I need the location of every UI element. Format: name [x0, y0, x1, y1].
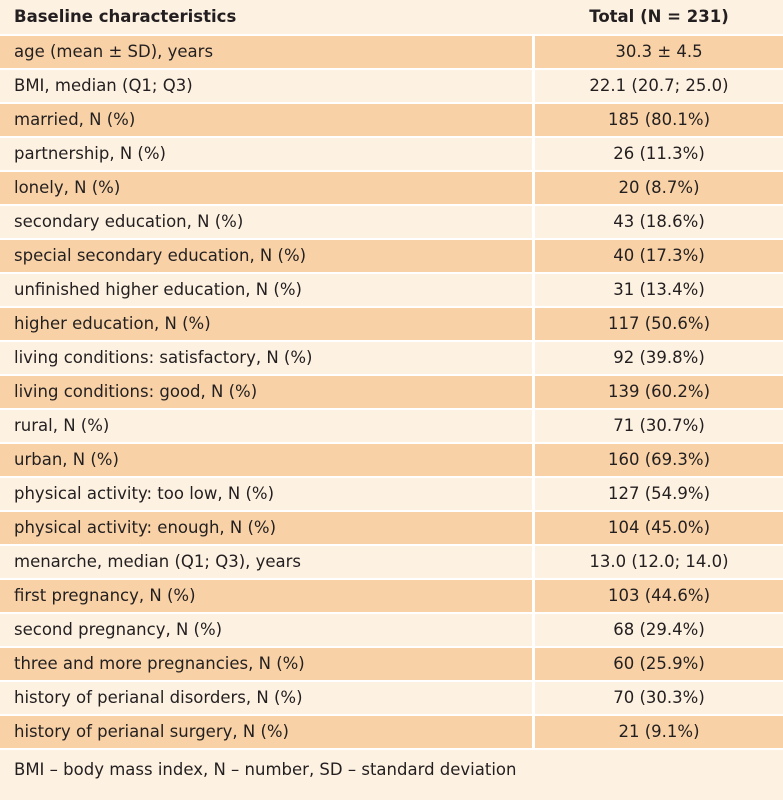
table-row: physical activity: enough, N (%) 104 (45.…: [0, 510, 783, 544]
header-label: Baseline characteristics: [0, 0, 535, 34]
row-label: second pregnancy, N (%): [0, 612, 535, 646]
row-label: secondary education, N (%): [0, 204, 535, 238]
row-value: 13.0 (12.0; 14.0): [535, 544, 783, 578]
row-value: 40 (17.3%): [535, 238, 783, 272]
row-label: physical activity: too low, N (%): [0, 476, 535, 510]
table-row: physical activity: too low, N (%) 127 (54…: [0, 476, 783, 510]
row-value: 43 (18.6%): [535, 204, 783, 238]
table-row: partnership, N (%) 26 (11.3%): [0, 136, 783, 170]
row-label: first pregnancy, N (%): [0, 578, 535, 612]
table-row: history of perianal surgery, N (%) 21 (9.…: [0, 714, 783, 748]
row-label: living conditions: satisfactory, N (%): [0, 340, 535, 374]
row-value: 104 (45.0%): [535, 510, 783, 544]
header-total: Total (N = 231): [589, 7, 729, 26]
table-row: lonely, N (%) 20 (8.7%): [0, 170, 783, 204]
table-row: history of perianal disorders, N (%) 70 (…: [0, 680, 783, 714]
row-value: 30.3 ± 4.5: [535, 34, 783, 68]
row-value: 92 (39.8%): [535, 340, 783, 374]
footnote-row: BMI – body mass index, N – number, SD – …: [0, 748, 783, 790]
table-body: age (mean ± SD), years 30.3 ± 4.5 BMI, med…: [0, 34, 783, 748]
row-value: 139 (60.2%): [535, 374, 783, 408]
row-label: married, N (%): [0, 102, 535, 136]
row-value: 60 (25.9%): [535, 646, 783, 680]
row-label: special secondary education, N (%): [0, 238, 535, 272]
row-label: living conditions: good, N (%): [0, 374, 535, 408]
row-label: unfinished higher education, N (%): [0, 272, 535, 306]
row-label: history of perianal surgery, N (%): [0, 714, 535, 748]
table-row: rural, N (%) 71 (30.7%): [0, 408, 783, 442]
row-value: 160 (69.3%): [535, 442, 783, 476]
table-row: unfinished higher education, N (%) 31 (13…: [0, 272, 783, 306]
row-label: partnership, N (%): [0, 136, 535, 170]
row-value: 21 (9.1%): [535, 714, 783, 748]
row-label: physical activity: enough, N (%): [0, 510, 535, 544]
table-row: three and more pregnancies, N (%) 60 (25.…: [0, 646, 783, 680]
row-label: urban, N (%): [0, 442, 535, 476]
table-row: age (mean ± SD), years 30.3 ± 4.5: [0, 34, 783, 68]
row-value: 127 (54.9%): [535, 476, 783, 510]
row-label: BMI, median (Q1; Q3): [0, 68, 535, 102]
row-value: 103 (44.6%): [535, 578, 783, 612]
row-value: 22.1 (20.7; 25.0): [535, 68, 783, 102]
table-row: special secondary education, N (%) 40 (17…: [0, 238, 783, 272]
table-row: living conditions: satisfactory, N (%) 92…: [0, 340, 783, 374]
row-label: three and more pregnancies, N (%): [0, 646, 535, 680]
row-label: higher education, N (%): [0, 306, 535, 340]
row-label: age (mean ± SD), years: [0, 34, 535, 68]
row-value: 117 (50.6%): [535, 306, 783, 340]
footnote: BMI – body mass index, N – number, SD – …: [0, 748, 783, 790]
table-row: married, N (%) 185 (80.1%): [0, 102, 783, 136]
row-label: rural, N (%): [0, 408, 535, 442]
row-value: 71 (30.7%): [535, 408, 783, 442]
row-value: 26 (11.3%): [535, 136, 783, 170]
table-row: higher education, N (%) 117 (50.6%): [0, 306, 783, 340]
row-value: 20 (8.7%): [535, 170, 783, 204]
table-row: urban, N (%) 160 (69.3%): [0, 442, 783, 476]
row-value: 68 (29.4%): [535, 612, 783, 646]
table-row: first pregnancy, N (%) 103 (44.6%): [0, 578, 783, 612]
row-value: 70 (30.3%): [535, 680, 783, 714]
table-row: BMI, median (Q1; Q3) 22.1 (20.7; 25.0): [0, 68, 783, 102]
table-header-row: Baseline characteristics Total (N = 231): [0, 0, 783, 34]
row-label: history of perianal disorders, N (%): [0, 680, 535, 714]
row-label: lonely, N (%): [0, 170, 535, 204]
row-value: 185 (80.1%): [535, 102, 783, 136]
row-label: menarche, median (Q1; Q3), years: [0, 544, 535, 578]
table-row: menarche, median (Q1; Q3), years 13.0 (12…: [0, 544, 783, 578]
table-row: second pregnancy, N (%) 68 (29.4%): [0, 612, 783, 646]
row-value: 31 (13.4%): [535, 272, 783, 306]
table-row: living conditions: good, N (%) 139 (60.2%…: [0, 374, 783, 408]
table-row: secondary education, N (%) 43 (18.6%): [0, 204, 783, 238]
